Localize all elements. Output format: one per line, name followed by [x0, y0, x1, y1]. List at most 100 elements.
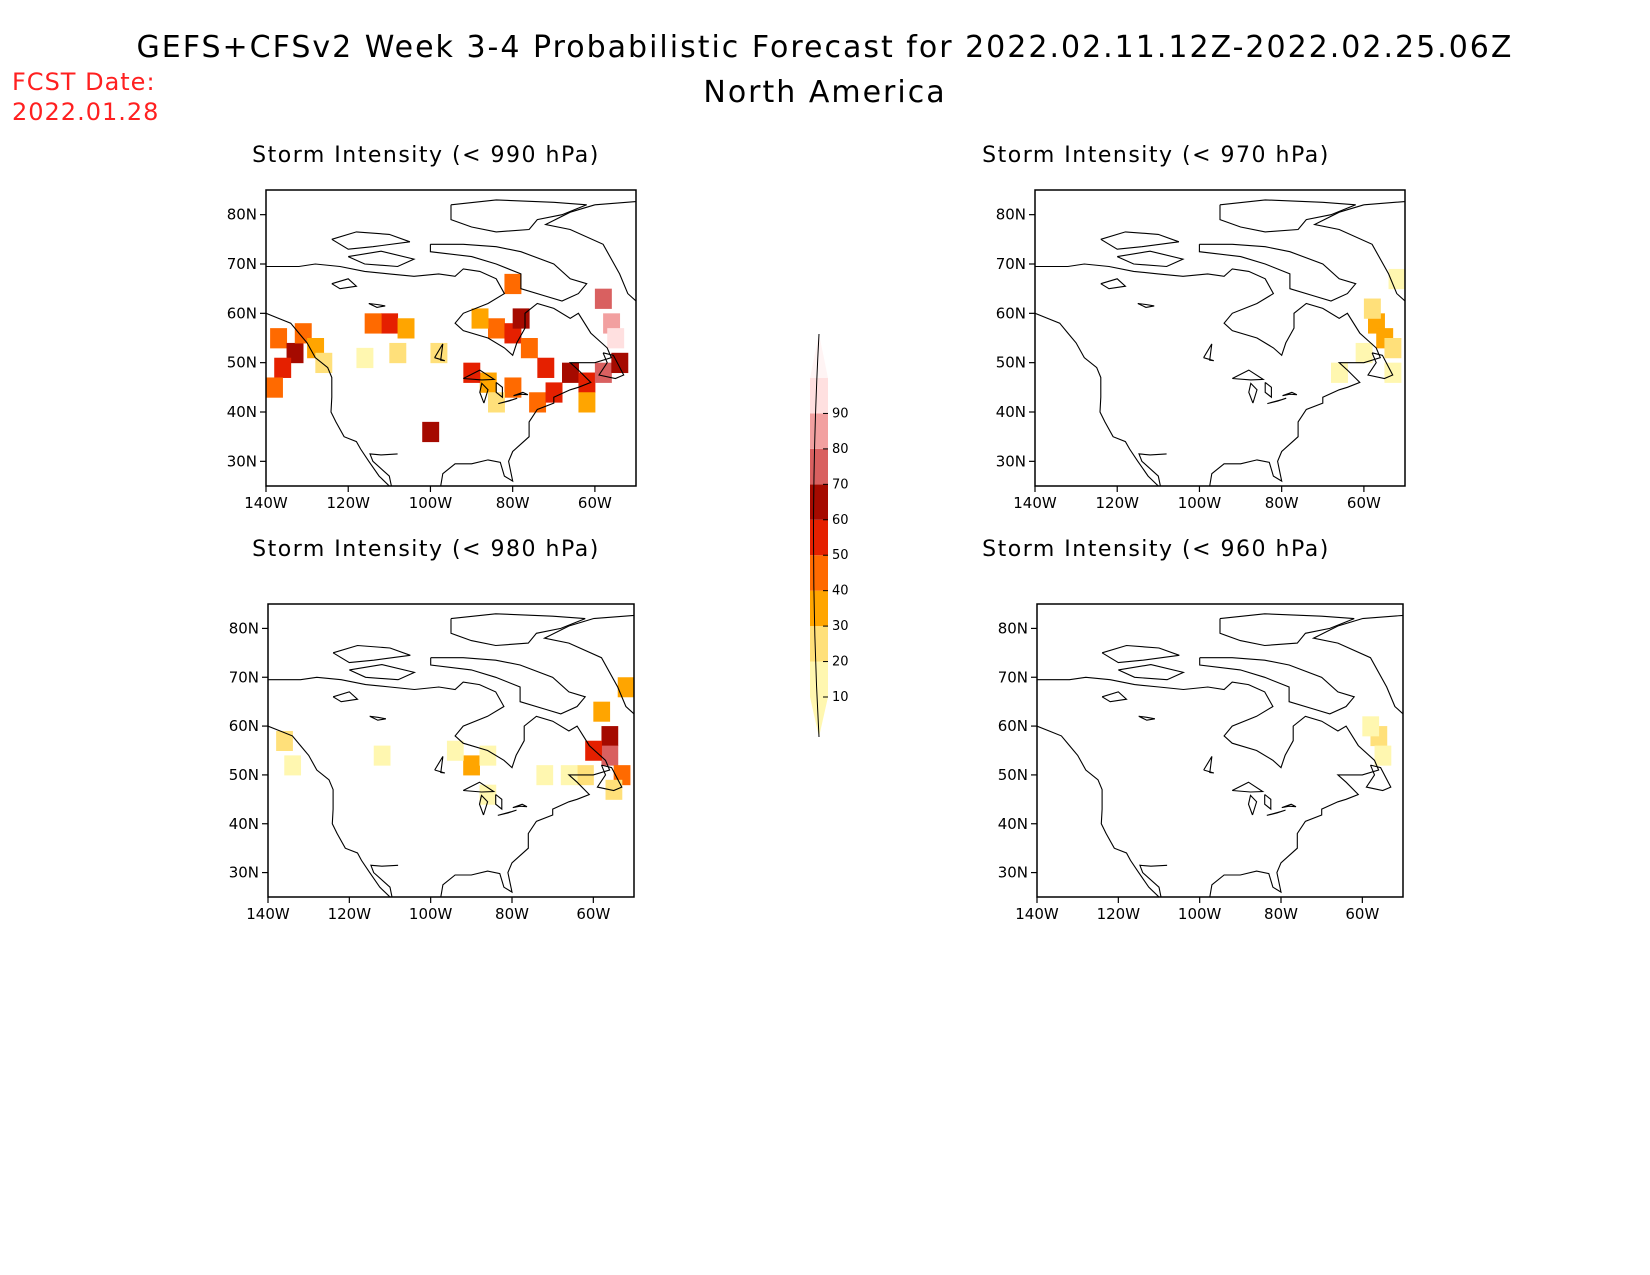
- lon-label: 120W: [1097, 905, 1141, 923]
- lat-label: 70N: [227, 255, 257, 273]
- probability-cell: [397, 318, 415, 339]
- lat-label: 60N: [996, 304, 1026, 322]
- coastline: [434, 756, 446, 774]
- colorbar-bin: [810, 413, 828, 449]
- coastline: [512, 803, 528, 809]
- lon-label: 100W: [1178, 905, 1222, 923]
- probability-cell: [430, 342, 448, 364]
- lat-label: 70N: [996, 255, 1026, 273]
- coastline: [450, 613, 586, 647]
- coastline: [495, 794, 503, 811]
- colorbar-bottom-cap: [810, 697, 828, 737]
- coastline: [1101, 691, 1128, 703]
- lon-label: 80W: [496, 494, 530, 512]
- lon-label: 140W: [244, 494, 288, 512]
- coastline: [1248, 382, 1258, 404]
- colorbar-label: 10: [832, 690, 849, 705]
- figure-title: GEFS+CFSv2 Week 3-4 Probabilistic Foreca…: [136, 30, 1514, 65]
- lat-label: 70N: [229, 668, 259, 686]
- lon-label: 140W: [246, 905, 290, 923]
- probability-cell: [1355, 342, 1373, 364]
- map-frame: [1034, 189, 1406, 487]
- lon-label: 140W: [1013, 494, 1057, 512]
- probability-cell: [504, 377, 522, 398]
- lon-label: 100W: [1178, 494, 1222, 512]
- colorbar-bin: [810, 378, 828, 414]
- map-frame: [267, 603, 635, 898]
- colorbar-bin: [810, 590, 828, 627]
- probability-cell: [315, 352, 333, 374]
- coastline: [332, 691, 359, 703]
- probability-cell: [1362, 716, 1380, 737]
- probability-cell: [463, 755, 480, 776]
- colorbar-label: 20: [832, 655, 849, 670]
- probability-cell: [593, 701, 611, 722]
- colorbar-edge: [813, 333, 820, 738]
- colorbar-bin: [810, 626, 828, 662]
- probability-cell: [520, 338, 538, 359]
- coastline: [1365, 764, 1392, 792]
- lat-label: 60N: [229, 717, 259, 735]
- coastline: [1264, 381, 1272, 399]
- lat-label: 50N: [996, 354, 1026, 372]
- colorbar-bin: [810, 484, 828, 520]
- lon-label: 60W: [1345, 905, 1379, 923]
- coastline: [1138, 453, 1167, 486]
- coastline: [1203, 756, 1215, 774]
- coastline: [1231, 781, 1265, 793]
- probability-cell: [1384, 338, 1402, 359]
- coastline: [1037, 725, 1160, 897]
- coastline: [370, 864, 399, 897]
- panel-title-970: Storm Intensity (< 970 hPa): [982, 143, 1330, 168]
- colorbar-label: 40: [832, 584, 849, 599]
- probability-cell: [446, 740, 464, 761]
- map-panel-2: 80N 70N 60N 50N 40N 30N 140W 120W 100W 80W 60W: [229, 603, 635, 923]
- colorbar-bin: [810, 519, 828, 556]
- probability-cell: [562, 362, 579, 383]
- forecast-date-label: FCST Date:: [12, 68, 156, 96]
- coastline: [1139, 864, 1168, 897]
- coastline: [1137, 302, 1155, 308]
- panel-title-960: Storm Intensity (< 960 hPa): [982, 537, 1330, 562]
- colorbar-top-cap: [810, 334, 828, 378]
- coastline: [543, 200, 636, 302]
- lat-label: 40N: [229, 815, 259, 833]
- probability-cell: [364, 313, 382, 334]
- probability-cell: [611, 352, 629, 374]
- coastline: [434, 343, 445, 362]
- coastline: [268, 725, 391, 897]
- map-panel-1: 80N 70N 60N 50N 40N 30N 140W 120W 100W 80W 60W: [996, 189, 1406, 512]
- lat-label: 30N: [996, 452, 1026, 470]
- coastline: [542, 614, 634, 715]
- colorbar-label: 70: [832, 477, 849, 492]
- coastline: [369, 715, 387, 721]
- lon-label: 80W: [495, 905, 529, 923]
- probability-cell: [578, 392, 596, 413]
- coastline: [1267, 397, 1287, 405]
- coastline: [1219, 199, 1356, 233]
- coastline: [1281, 803, 1297, 809]
- lat-label: 50N: [998, 766, 1028, 784]
- probability-cell: [276, 730, 293, 751]
- colorbar-label: 60: [832, 513, 849, 528]
- probability-cell: [607, 328, 625, 349]
- lon-label: 140W: [1015, 905, 1059, 923]
- probability-cell: [389, 342, 407, 364]
- probability-cell: [537, 357, 555, 378]
- lat-label: 40N: [227, 403, 257, 421]
- coastline: [1101, 644, 1180, 664]
- probability-cell: [1363, 298, 1381, 319]
- coastline: [1264, 794, 1272, 811]
- map-frame: [1036, 603, 1404, 898]
- coastline: [463, 369, 496, 381]
- panel-title-990: Storm Intensity (< 990 hPa): [252, 143, 600, 168]
- coastline: [1266, 809, 1286, 816]
- probability-cell: [488, 392, 505, 413]
- coastline: [1232, 369, 1265, 381]
- coastline: [479, 382, 489, 404]
- probability-cell: [471, 308, 489, 329]
- coastline: [332, 644, 411, 664]
- lon-label: 60W: [1347, 494, 1381, 512]
- probability-cell: [536, 765, 554, 786]
